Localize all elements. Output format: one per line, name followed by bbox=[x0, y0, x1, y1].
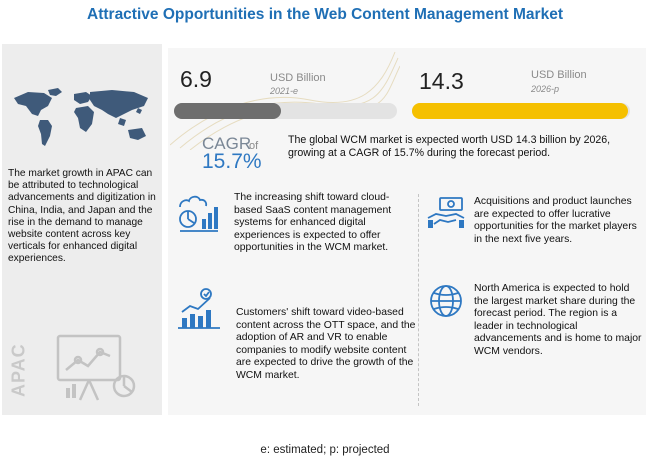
market-bar-2026-fill bbox=[412, 103, 628, 119]
market-unit-2021: USD Billion bbox=[270, 72, 326, 84]
market-bar-2026 bbox=[412, 103, 630, 119]
highlight-north-america-text: North America is expected to hold the la… bbox=[474, 283, 642, 357]
apac-description: The market growth in APAC can be attribu… bbox=[8, 168, 156, 265]
market-year-2026: 2026-p bbox=[531, 84, 560, 94]
cagr-description: The global WCM market is expected worth … bbox=[288, 134, 611, 160]
cagr-of: of bbox=[249, 140, 259, 152]
market-year-2021: 2021-e bbox=[270, 86, 299, 96]
growth-chart-icon bbox=[178, 288, 220, 329]
cagr-label: CAGR bbox=[202, 134, 252, 153]
globe-icon bbox=[430, 285, 462, 317]
highlight-acquisitions-text: Acquisitions and product launches are ex… bbox=[474, 196, 637, 245]
apac-panel: The market growth in APAC can be attribu… bbox=[2, 44, 162, 415]
column-divider bbox=[418, 194, 419, 406]
world-map-icon bbox=[14, 88, 148, 146]
cloud-analytics-icon bbox=[179, 195, 218, 232]
highlight-cloud-text: The increasing shift toward cloud-based … bbox=[234, 192, 392, 254]
market-value-2021: 6.9 bbox=[180, 66, 212, 92]
cagr-value: 15.7% bbox=[202, 150, 262, 173]
market-bar-2021-fill bbox=[174, 103, 282, 119]
market-unit-2026: USD Billion bbox=[531, 69, 587, 81]
highlight-video-text: Customers' shift toward video-based cont… bbox=[236, 307, 416, 381]
apac-region-label: APAC bbox=[8, 343, 29, 397]
page-title: Attractive Opportunities in the Web Cont… bbox=[87, 6, 563, 23]
market-bar-2021 bbox=[174, 103, 397, 119]
market-value-2026: 14.3 bbox=[419, 68, 464, 94]
footnote: e: estimated; p: projected bbox=[260, 444, 390, 456]
presentation-chart-icon bbox=[56, 334, 136, 401]
handshake-money-icon bbox=[427, 197, 465, 228]
